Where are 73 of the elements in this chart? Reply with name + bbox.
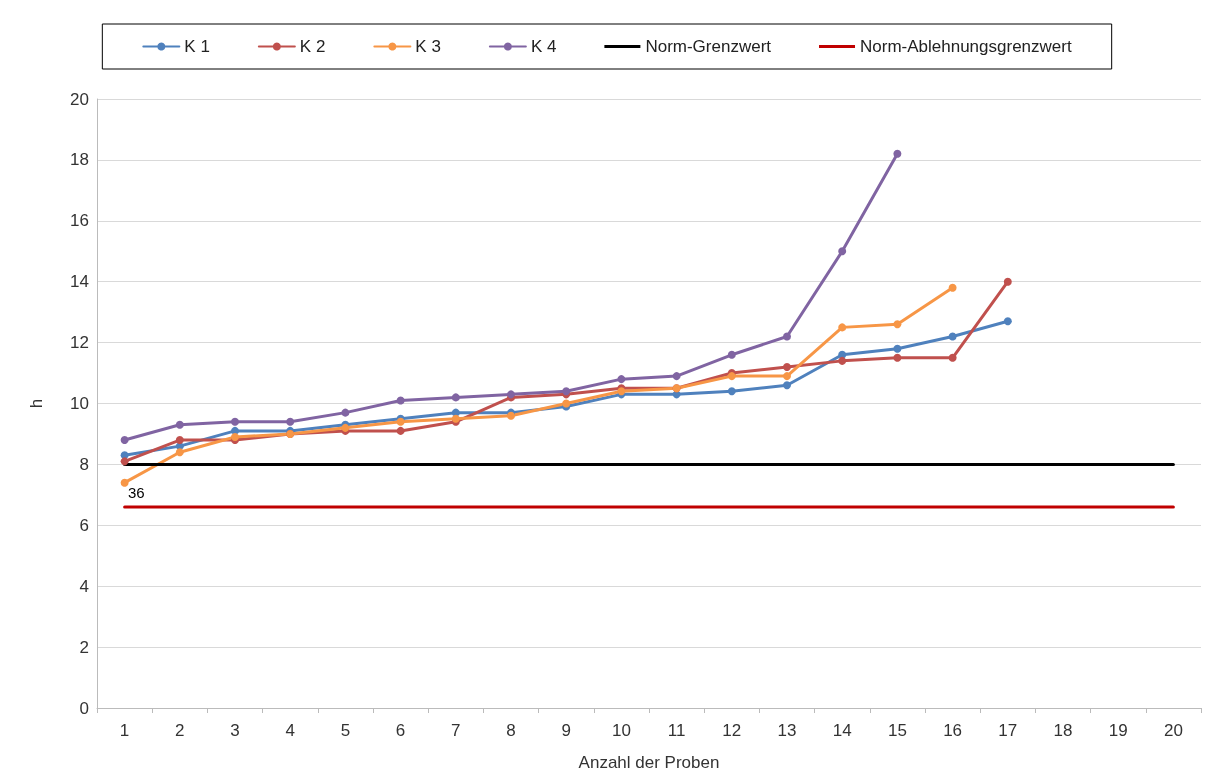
- point: [617, 375, 626, 384]
- x-tick-label: 3: [230, 721, 240, 740]
- point: [727, 350, 736, 359]
- legend-label: K 3: [415, 37, 441, 56]
- x-tick-label: 8: [506, 721, 516, 740]
- point: [838, 247, 847, 256]
- point: [727, 387, 736, 396]
- x-tick-label: 2: [175, 721, 185, 740]
- point: [893, 344, 902, 353]
- y-tick-label: 10: [70, 394, 89, 413]
- x-tick-label: 5: [340, 721, 351, 740]
- x-axis-title: Anzahl der Proben: [578, 753, 720, 772]
- point: [783, 372, 791, 381]
- x-tick-label: 15: [887, 721, 907, 740]
- point: [231, 417, 239, 426]
- point: [783, 381, 791, 390]
- y-tick-label: 2: [79, 637, 89, 657]
- point: [838, 356, 847, 365]
- y-tick-label: 18: [70, 150, 89, 170]
- point: [672, 372, 681, 381]
- point: [396, 396, 405, 405]
- point: [175, 448, 184, 457]
- x-tick-label: 16: [943, 721, 963, 740]
- point: [396, 426, 405, 435]
- x-tick-label: 6: [395, 721, 406, 740]
- x-tick-label: 11: [667, 721, 686, 740]
- y-tick-label: 20: [70, 89, 89, 109]
- point: [175, 436, 184, 445]
- x-tick-label: 1: [119, 721, 130, 740]
- y-tick-label: 0: [79, 698, 89, 718]
- point: [838, 323, 847, 332]
- x-tick-label: 14: [832, 721, 852, 740]
- legend-label: K 1: [184, 37, 210, 56]
- y-tick-label: 16: [70, 211, 89, 231]
- y-axis-title: h: [27, 398, 46, 409]
- x-tick-label: 20: [1163, 721, 1183, 740]
- annotation: 36: [128, 484, 145, 501]
- y-tick-label: 6: [79, 515, 89, 535]
- x-tick-label: 12: [722, 721, 742, 740]
- point: [783, 362, 791, 371]
- x-tick-label: 10: [611, 721, 631, 740]
- point: [893, 320, 902, 329]
- legend-label: Norm-Grenzwert: [645, 37, 772, 56]
- legend-label: K 2: [299, 37, 326, 56]
- point: [783, 332, 791, 341]
- point: [893, 353, 902, 362]
- x-tick-label: 19: [1108, 721, 1128, 740]
- point: [1003, 277, 1012, 286]
- x-tick-label: 18: [1053, 721, 1073, 740]
- x-tick-label: 4: [285, 721, 295, 740]
- point: [948, 353, 957, 362]
- point: [286, 417, 295, 426]
- point: [120, 478, 129, 487]
- legend-label: Norm-Ablehnungsgrenzwert: [860, 37, 1072, 56]
- point: [451, 393, 460, 402]
- y-tick-label: 8: [79, 454, 89, 474]
- x-tick-label: 13: [777, 721, 797, 740]
- y-tick-label: 12: [70, 333, 89, 353]
- point: [231, 433, 239, 441]
- x-tick-label: 9: [561, 721, 571, 740]
- point: [1003, 317, 1012, 326]
- point: [948, 283, 957, 292]
- point: [893, 149, 902, 158]
- point: [948, 332, 957, 341]
- point: [120, 436, 129, 445]
- x-tick-label: 7: [451, 721, 461, 740]
- legend-label: K 4: [530, 37, 557, 56]
- point: [175, 420, 184, 429]
- y-tick-label: 14: [70, 272, 89, 292]
- x-tick-label: 17: [998, 721, 1018, 740]
- point: [341, 408, 350, 417]
- point: [120, 457, 129, 466]
- y-tick-label: 4: [79, 576, 89, 596]
